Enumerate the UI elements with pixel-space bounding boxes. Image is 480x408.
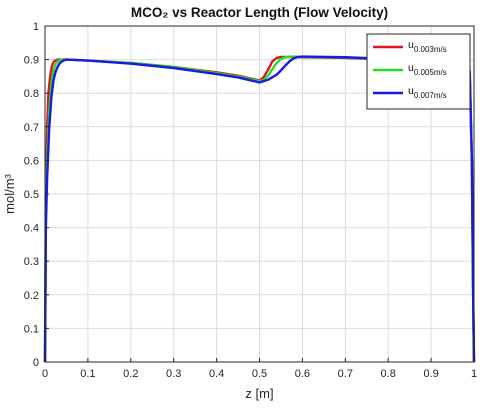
x-tick-label: 0.7 (338, 368, 353, 380)
x-tick-label: 0 (42, 368, 48, 380)
legend-label-main: u (408, 85, 414, 97)
ticks: 0 0.1 0.2 0.3 0.4 0.5 0.6 0.7 0.8 0.9 1 0 0.1 0.2 0.3 0… (24, 21, 477, 380)
y-tick-label: 0.5 (24, 189, 39, 201)
y-tick-label: 0.3 (24, 256, 39, 268)
legend: u0.003m/su0.005m/su0.007m/s (366, 33, 471, 110)
y-tick-label: 0.1 (24, 323, 39, 335)
y-tick-label: 0.4 (24, 223, 39, 235)
legend-label-1: u0.003m/s (408, 39, 447, 54)
legend-label-sub: 0.005m/s (414, 68, 447, 77)
x-tick-label: 0.9 (423, 368, 438, 380)
x-tick-label: 0.1 (80, 368, 95, 380)
x-tick-label: 0.4 (209, 368, 224, 380)
y-tick-label: 0.9 (24, 55, 39, 67)
y-tick-label: 0.8 (24, 88, 39, 100)
legend-label-sub: 0.007m/s (414, 91, 447, 100)
chart-title: MCO₂ vs Reactor Length (Flow Velocity) (131, 5, 388, 20)
x-tick-label: 0.3 (166, 368, 181, 380)
legend-label-sub: 0.003m/s (414, 45, 447, 54)
y-tick-label: 1 (33, 21, 39, 33)
x-tick-label: 0.6 (295, 368, 310, 380)
legend-label-2: u0.005m/s (408, 62, 447, 77)
y-tick-label: 0 (33, 357, 39, 369)
y-tick-label: 0.2 (24, 290, 39, 302)
x-tick-label: 0.5 (252, 368, 267, 380)
x-tick-label: 0.8 (381, 368, 396, 380)
y-axis-label: mol/m³ (2, 173, 17, 213)
y-tick-label: 0.7 (24, 122, 39, 134)
legend-label-main: u (408, 62, 414, 74)
x-axis-label: z [m] (245, 386, 273, 401)
x-tick-label: 0.2 (123, 368, 138, 380)
x-tick-label: 1 (471, 368, 477, 380)
legend-label-main: u (408, 39, 414, 51)
y-tick-label: 0.6 (24, 155, 39, 167)
legend-label-3: u0.007m/s (408, 85, 447, 100)
